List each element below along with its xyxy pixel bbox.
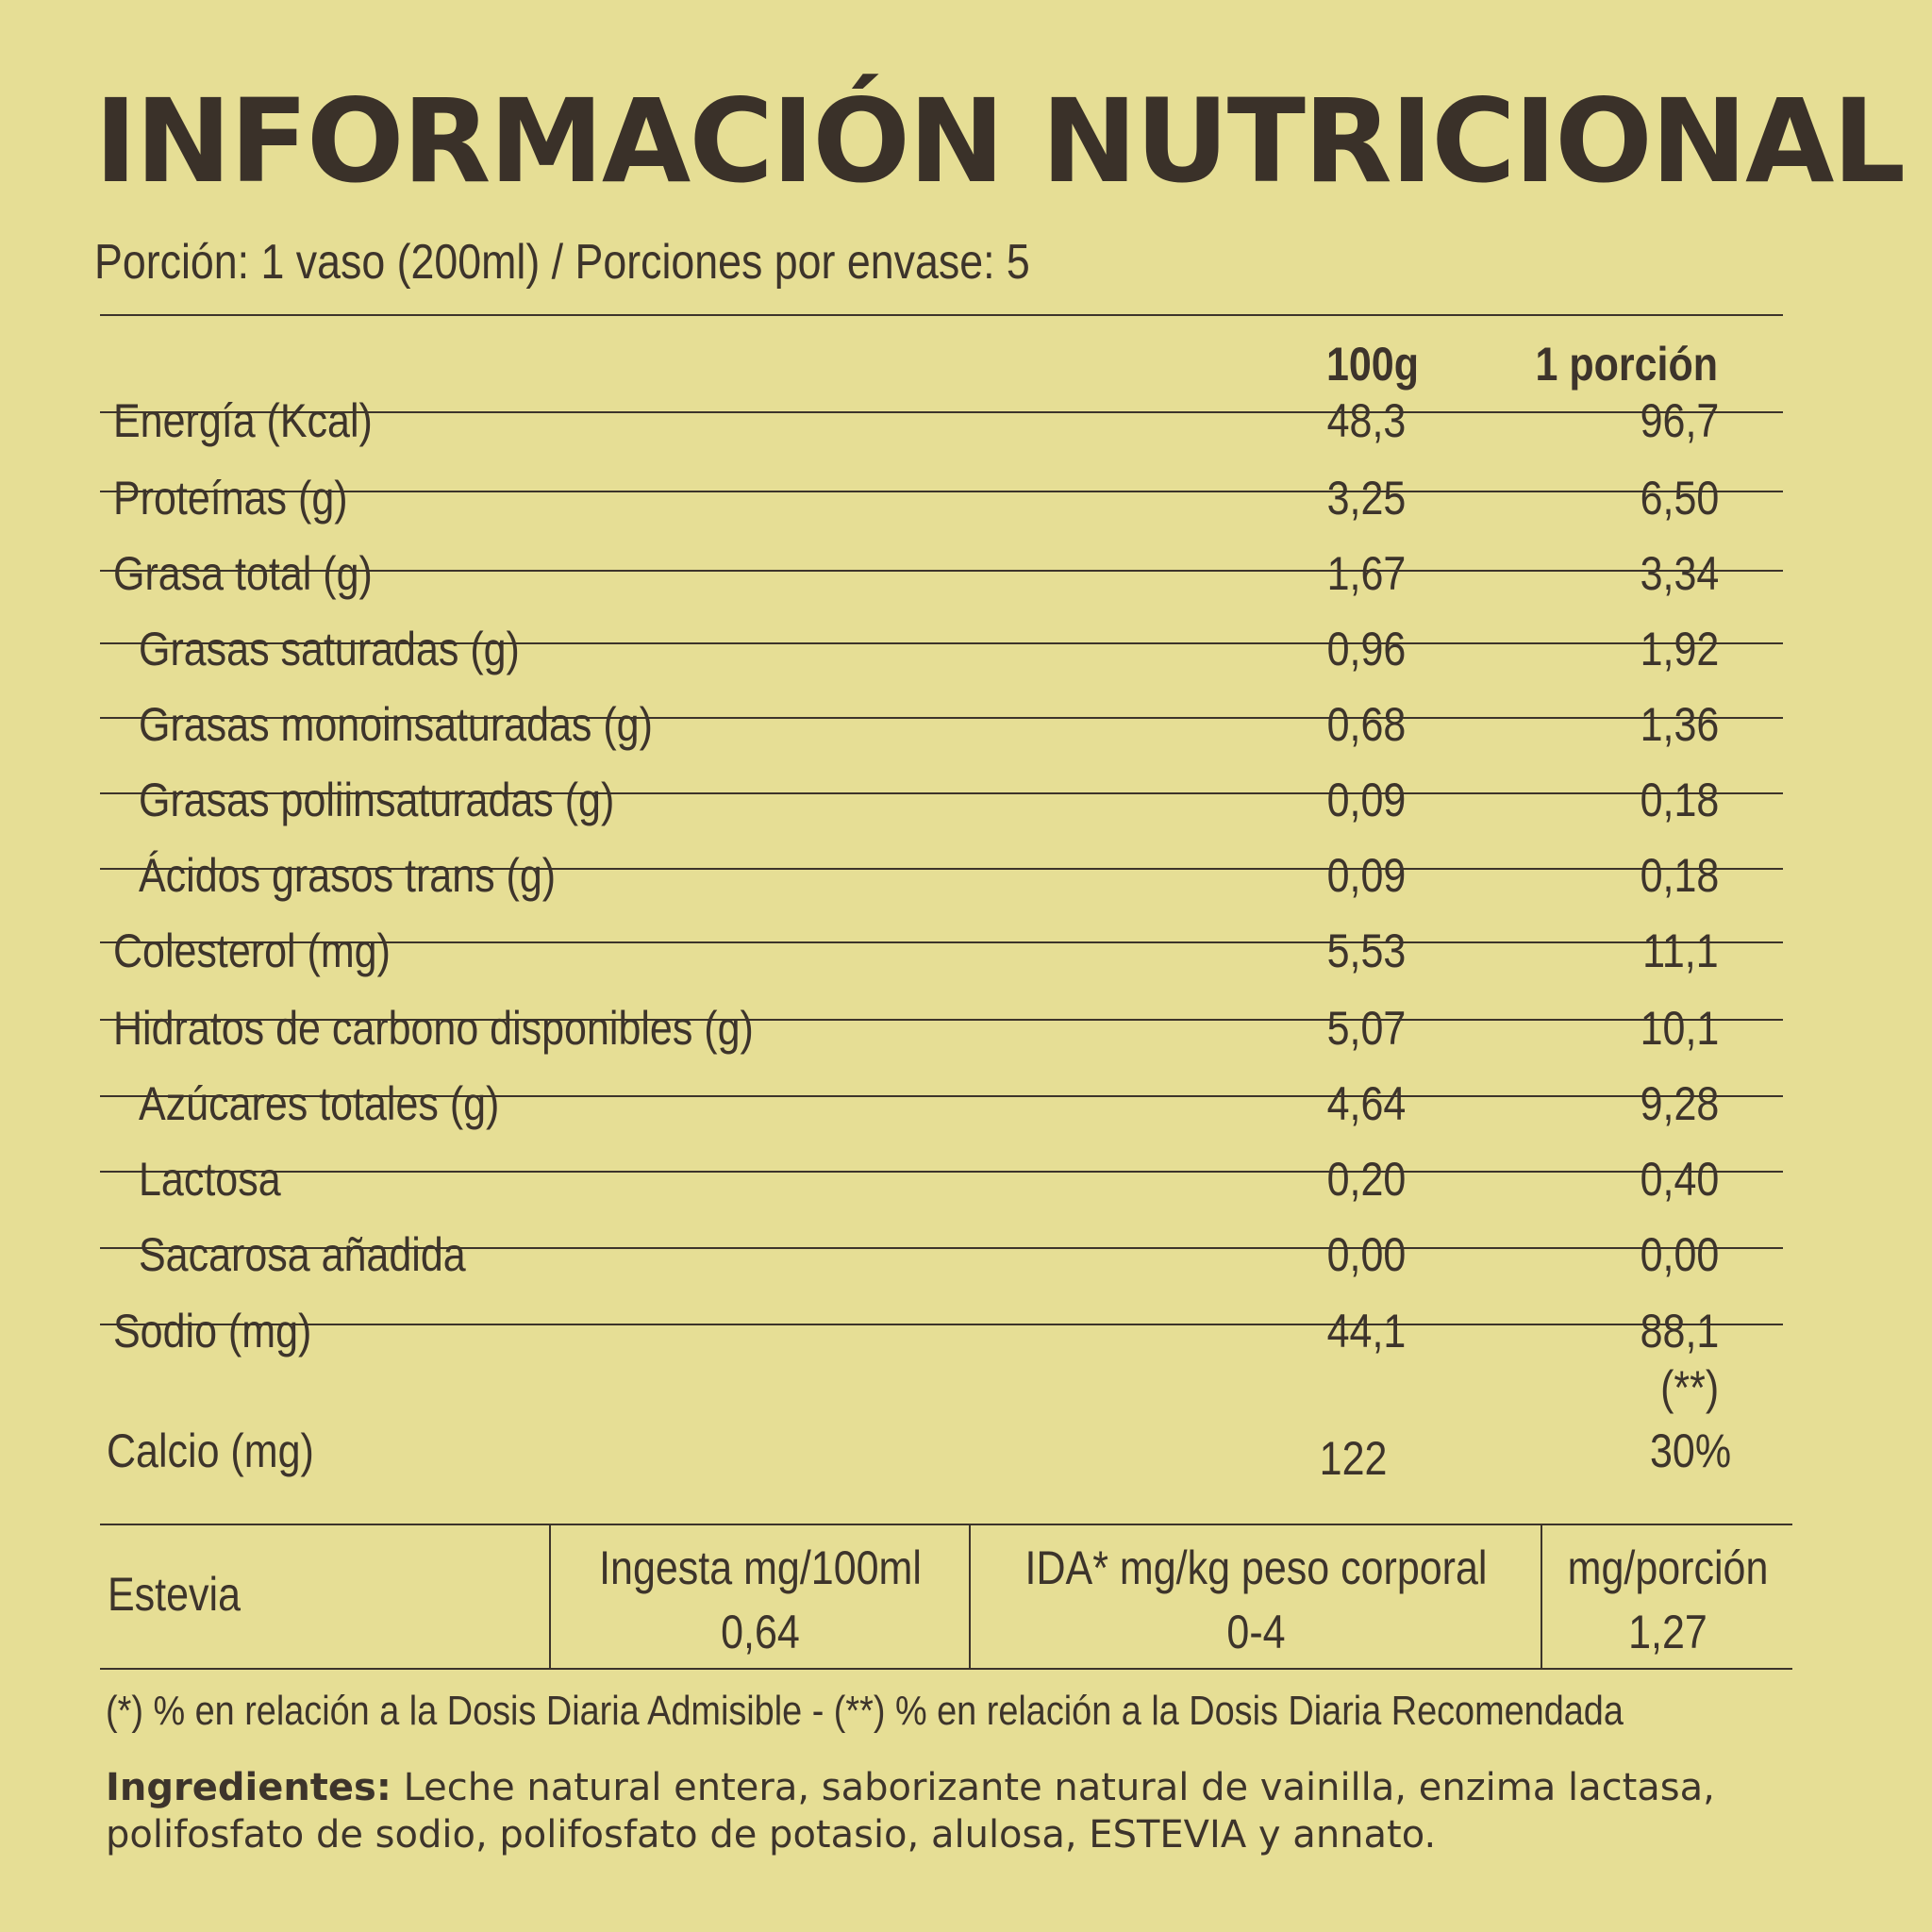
nutrient-label: Grasas saturadas (g) <box>139 623 520 675</box>
value-100g: 3,25 <box>1326 472 1406 525</box>
value-portion: 9,28 <box>1640 1077 1719 1130</box>
stevia-divider <box>549 1524 551 1668</box>
row-separator <box>100 1019 1783 1021</box>
stevia-intake-header: Ingesta mg/100ml <box>599 1541 922 1594</box>
value-100g: 0,00 <box>1326 1228 1406 1281</box>
stevia-intake-value: 0,64 <box>721 1606 800 1658</box>
row-separator <box>100 792 1783 794</box>
value-100g: 5,07 <box>1326 1002 1406 1055</box>
nutrient-label: Sacarosa añadida <box>139 1228 466 1281</box>
value-100g: 122 <box>1319 1432 1387 1485</box>
page-title: INFORMACIÓN NUTRICIONAL <box>94 75 1906 208</box>
value-100g: 0,68 <box>1326 698 1406 751</box>
nutrient-label: Energía (Kcal) <box>113 394 373 447</box>
row-separator <box>100 642 1783 644</box>
row-separator <box>100 1247 1783 1249</box>
value-portion: 0,18 <box>1640 774 1719 826</box>
ingredients-list: Leche natural entera, saborizante natura… <box>106 1766 1715 1857</box>
column-header-100g: 100g <box>1325 338 1419 391</box>
value-100g: 0,09 <box>1326 849 1406 902</box>
row-separator <box>100 1095 1783 1097</box>
value-100g: 44,1 <box>1326 1305 1406 1357</box>
footnote: (*) % en relación a la Dosis Diaria Admi… <box>106 1688 1624 1734</box>
row-separator <box>100 941 1783 943</box>
value-100g: 5,53 <box>1326 924 1406 977</box>
nutrient-label: Grasa total (g) <box>113 547 373 600</box>
value-100g: 0,96 <box>1326 623 1406 675</box>
row-separator <box>100 1324 1783 1325</box>
value-portion: 96,7 <box>1640 394 1719 447</box>
value-100g: 1,67 <box>1326 547 1406 600</box>
nutrient-label: Grasas monoinsaturadas (g) <box>139 698 653 751</box>
column-header-portion: 1 porción <box>1535 338 1718 391</box>
stevia-divider <box>969 1524 971 1668</box>
stevia-per-portion-header: mg/porción <box>1567 1541 1769 1594</box>
stevia-per-portion-value: 1,27 <box>1628 1606 1707 1658</box>
nutrient-label: Grasas poliinsaturadas (g) <box>139 774 615 826</box>
row-separator <box>100 717 1783 719</box>
nutrient-label: Lactosa <box>139 1153 281 1206</box>
ingredients-text: Ingredientes: Leche natural entera, sabo… <box>106 1764 1823 1858</box>
value-portion: 0,00 <box>1640 1228 1719 1281</box>
nutrient-label: Ácidos grasos trans (g) <box>139 849 557 902</box>
value-portion: 0,18 <box>1640 849 1719 902</box>
nutrient-label: Hidratos de carbono disponibles (g) <box>113 1002 754 1055</box>
nutrient-label: Azúcares totales (g) <box>139 1077 500 1130</box>
row-separator <box>100 868 1783 870</box>
value-portion: 11,1 <box>1642 924 1719 977</box>
stevia-top-rule <box>100 1524 1792 1525</box>
value-portion: 6,50 <box>1640 472 1719 525</box>
nutrient-label: Sodio (mg) <box>113 1305 312 1357</box>
stevia-label: Estevia <box>108 1568 242 1621</box>
table-top-rule <box>100 314 1783 316</box>
value-100g: 48,3 <box>1326 394 1406 447</box>
row-separator <box>100 411 1783 413</box>
nutrient-label: Proteínas (g) <box>113 472 348 525</box>
value-portion: 0,40 <box>1640 1153 1719 1206</box>
ingredients-label: Ingredientes: <box>106 1766 391 1809</box>
value-portion: 10,1 <box>1640 1002 1719 1055</box>
value-100g: 0,20 <box>1326 1153 1406 1206</box>
value-portion: 3,34 <box>1640 547 1719 600</box>
nutrient-label: Calcio (mg) <box>107 1424 314 1477</box>
stevia-divider <box>1541 1524 1542 1668</box>
value-portion: 1,92 <box>1640 623 1719 675</box>
row-separator <box>100 570 1783 572</box>
stevia-bottom-rule <box>100 1668 1792 1670</box>
nutrient-label: Colesterol (mg) <box>113 924 391 977</box>
value-portion: 1,36 <box>1640 698 1719 751</box>
stevia-ida-header: IDA* mg/kg peso corporal <box>1024 1541 1488 1594</box>
row-separator <box>100 1171 1783 1173</box>
value-portion: 88,1 <box>1640 1305 1719 1357</box>
value-portion-note: (**) <box>1659 1361 1719 1414</box>
value-100g: 4,64 <box>1326 1077 1406 1130</box>
row-separator <box>100 491 1783 492</box>
portion-info: Porción: 1 vaso (200ml) / Porciones por … <box>94 235 1030 290</box>
value-portion: 30% <box>1649 1424 1731 1477</box>
value-100g: 0,09 <box>1326 774 1406 826</box>
stevia-ida-value: 0-4 <box>1226 1606 1286 1658</box>
